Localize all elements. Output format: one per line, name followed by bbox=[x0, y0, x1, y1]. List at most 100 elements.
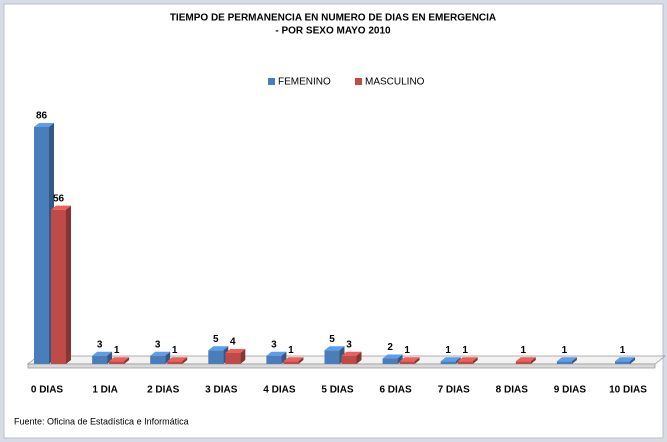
chart-title: TIEMPO DE PERMANENCIA EN NUMERO DE DIAS … bbox=[170, 13, 496, 24]
legend-swatch bbox=[355, 78, 362, 85]
bar bbox=[109, 357, 130, 364]
bar bbox=[324, 346, 345, 364]
bar-front bbox=[92, 355, 108, 364]
bar bbox=[382, 354, 403, 364]
bar-side bbox=[66, 205, 71, 364]
bar-top bbox=[150, 351, 171, 356]
x-tick-label: 9 DIAS bbox=[554, 385, 587, 396]
data-label: 2 bbox=[387, 342, 393, 353]
bar-top bbox=[92, 351, 113, 356]
data-label: 3 bbox=[97, 339, 103, 350]
bar-top bbox=[457, 357, 478, 362]
bar-front bbox=[208, 350, 224, 364]
data-label: 1 bbox=[620, 345, 626, 356]
bar-front bbox=[399, 361, 415, 364]
bar-top bbox=[515, 357, 536, 362]
x-tick-label: 4 DIAS bbox=[263, 385, 296, 396]
floor-edge bbox=[27, 363, 656, 369]
data-label: 3 bbox=[155, 339, 161, 350]
bar-front bbox=[382, 358, 398, 364]
data-label: 1 bbox=[288, 345, 294, 356]
bar-top bbox=[109, 357, 130, 362]
bar-side bbox=[356, 351, 362, 364]
bar-front bbox=[51, 209, 66, 364]
bar bbox=[615, 357, 635, 364]
bar bbox=[51, 205, 71, 364]
bar-front bbox=[34, 127, 49, 364]
x-tick-label: 2 DIAS bbox=[147, 385, 180, 396]
bar-side bbox=[298, 357, 304, 364]
bar-top bbox=[382, 354, 403, 359]
bar-side bbox=[530, 357, 536, 364]
bar-top bbox=[225, 348, 246, 353]
bar-side bbox=[630, 357, 635, 364]
x-tick-label: 7 DIAS bbox=[438, 385, 471, 396]
bar-front bbox=[150, 355, 166, 364]
bar bbox=[225, 348, 246, 364]
data-label: 5 bbox=[213, 334, 219, 345]
x-tick-label: 5 DIAS bbox=[321, 385, 354, 396]
data-label: 86 bbox=[36, 111, 48, 122]
data-label: 1 bbox=[462, 345, 468, 356]
bar-top bbox=[440, 357, 461, 362]
bar bbox=[283, 357, 304, 364]
bar bbox=[440, 357, 461, 364]
legend-label: MASCULINO bbox=[365, 77, 425, 88]
bar bbox=[399, 357, 420, 364]
data-label: 5 bbox=[329, 334, 335, 345]
bar-front bbox=[440, 361, 456, 364]
x-tick-label: 10 DIAS bbox=[609, 385, 647, 396]
bar-side bbox=[472, 357, 478, 364]
bar-top bbox=[283, 357, 304, 362]
bar-side bbox=[182, 357, 188, 364]
data-label: 1 bbox=[445, 345, 451, 356]
data-label: 1 bbox=[562, 345, 568, 356]
bar-front bbox=[457, 361, 473, 364]
bar-top bbox=[399, 357, 420, 362]
bar-front bbox=[615, 361, 630, 364]
bar-top bbox=[51, 205, 71, 210]
bar-top bbox=[341, 351, 362, 356]
x-tick-label: 8 DIAS bbox=[496, 385, 529, 396]
data-label: 56 bbox=[53, 193, 65, 204]
bar-front bbox=[324, 350, 340, 364]
data-label: 3 bbox=[271, 339, 277, 350]
bar-top bbox=[167, 357, 188, 362]
bar-top bbox=[556, 357, 577, 362]
data-label: 1 bbox=[521, 345, 527, 356]
bar bbox=[515, 357, 536, 364]
bar-side bbox=[455, 357, 461, 364]
bar-side bbox=[414, 357, 420, 364]
legend-swatch bbox=[268, 78, 275, 85]
bar-top bbox=[208, 346, 229, 351]
bar-side bbox=[571, 357, 577, 364]
data-label: 1 bbox=[172, 345, 178, 356]
bar-side bbox=[240, 348, 246, 364]
bar-front bbox=[515, 361, 531, 364]
bar bbox=[457, 357, 478, 364]
bar-top bbox=[615, 357, 635, 362]
data-label: 4 bbox=[230, 337, 236, 348]
chart-panel bbox=[3, 3, 664, 439]
bar bbox=[167, 357, 188, 364]
x-tick-label: 1 DIA bbox=[92, 385, 118, 396]
chart-subtitle: - POR SEXO MAYO 2010 bbox=[275, 26, 391, 37]
bar-front bbox=[556, 361, 572, 364]
legend-label: FEMENINO bbox=[278, 77, 331, 88]
source-note: Fuente: Oficina de Estadística e Informá… bbox=[14, 416, 189, 426]
bar-front bbox=[283, 361, 299, 364]
bar bbox=[556, 357, 577, 364]
bar-top bbox=[266, 351, 287, 356]
bar-top bbox=[34, 123, 54, 127]
bar-front bbox=[341, 355, 357, 364]
bar-front bbox=[109, 361, 125, 364]
bar-front bbox=[266, 355, 282, 364]
bar bbox=[341, 351, 362, 364]
bar-front bbox=[225, 352, 241, 364]
data-label: 1 bbox=[404, 345, 410, 356]
bar-side bbox=[397, 354, 403, 364]
data-label: 3 bbox=[346, 339, 352, 350]
x-tick-label: 0 DIAS bbox=[31, 385, 64, 396]
x-tick-label: 6 DIAS bbox=[379, 385, 412, 396]
